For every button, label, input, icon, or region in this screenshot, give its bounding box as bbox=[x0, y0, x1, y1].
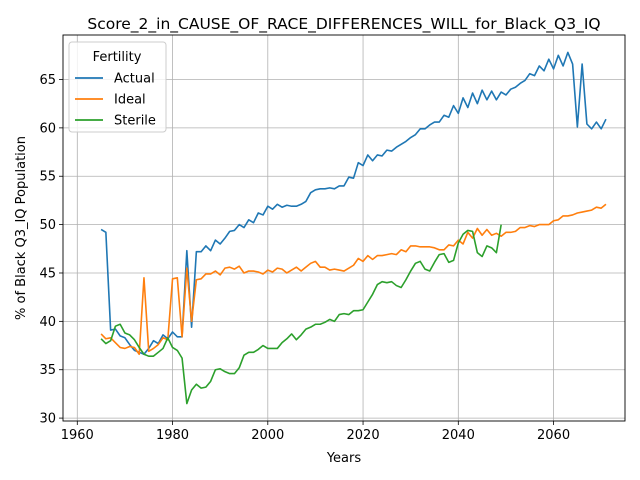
legend-title: Fertility bbox=[93, 50, 142, 65]
legend-items: Actual Ideal Sterile bbox=[75, 72, 156, 129]
x-tick-label: 2040 bbox=[442, 428, 475, 443]
grid bbox=[63, 35, 625, 421]
y-tick-label: 60 bbox=[39, 121, 56, 136]
legend: Fertility Actual Ideal Sterile bbox=[68, 41, 167, 133]
y-tick-label: 40 bbox=[39, 315, 56, 330]
x-axis: 1960 1980 2000 2020 2040 2060 bbox=[61, 421, 570, 443]
y-tick-label: 30 bbox=[39, 412, 56, 427]
series-line-actual bbox=[100, 51, 607, 356]
x-axis-label: Years bbox=[326, 451, 362, 466]
y-tick-label: 50 bbox=[39, 218, 56, 233]
x-tick-label: 1980 bbox=[156, 428, 189, 443]
x-tick-label: 2060 bbox=[537, 428, 570, 443]
plot-frame bbox=[62, 34, 626, 422]
y-tick-label: 45 bbox=[39, 266, 56, 281]
legend-label-ideal: Ideal bbox=[114, 93, 146, 108]
x-tick-label: 1960 bbox=[61, 428, 94, 443]
y-axis-label: % of Black Q3_IQ Population bbox=[14, 136, 29, 320]
y-tick-label: 65 bbox=[39, 73, 56, 88]
series-line-ideal bbox=[100, 203, 607, 356]
chart-title: Score_2_in_CAUSE_OF_RACE_DIFFERENCES_WIL… bbox=[87, 15, 600, 34]
y-tick-label: 35 bbox=[39, 363, 56, 378]
legend-label-sterile: Sterile bbox=[114, 114, 156, 129]
y-tick-label: 55 bbox=[39, 170, 56, 185]
series-line-sterile bbox=[100, 224, 502, 405]
x-tick-label: 2000 bbox=[251, 428, 284, 443]
y-axis: 30 35 40 45 50 55 60 65 bbox=[39, 73, 63, 427]
legend-box bbox=[68, 41, 167, 133]
x-tick-label: 2020 bbox=[347, 428, 380, 443]
series-layer bbox=[100, 51, 607, 405]
legend-label-actual: Actual bbox=[114, 72, 155, 87]
